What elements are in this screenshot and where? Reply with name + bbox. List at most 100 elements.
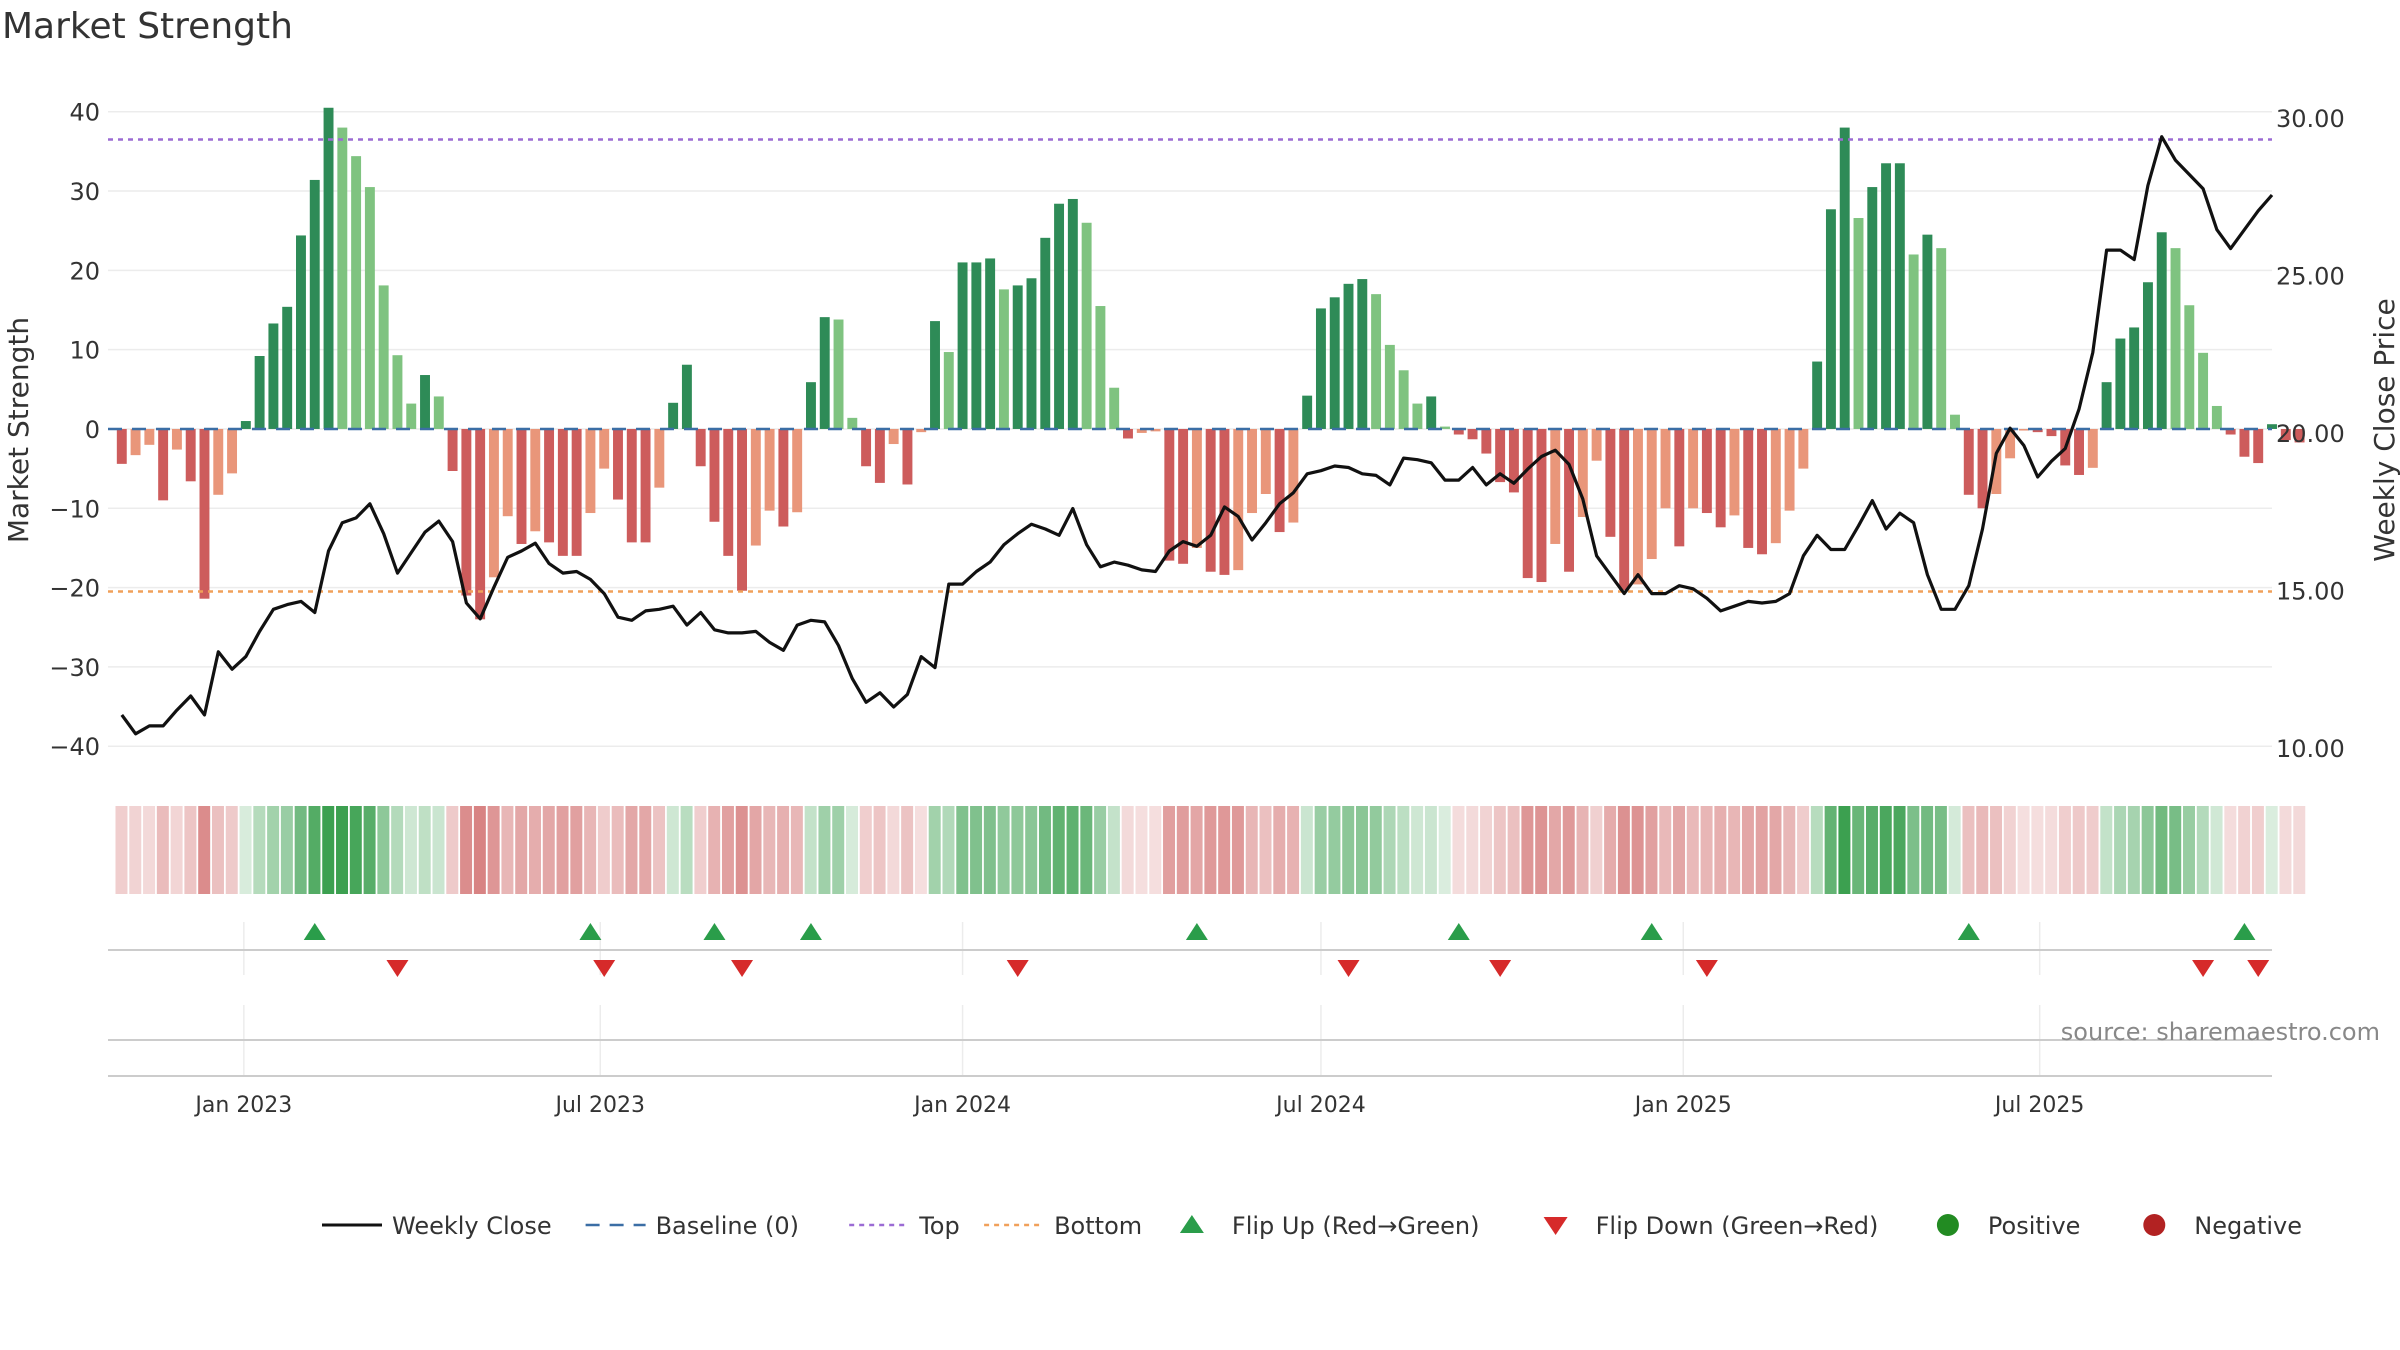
y-tick-label: 40 — [69, 99, 100, 127]
y-tick-label: 20 — [69, 257, 100, 285]
ribbon-cell — [625, 806, 638, 894]
strength-bar — [1067, 198, 1078, 429]
strength-bar — [1853, 218, 1864, 429]
strength-bar — [475, 428, 486, 620]
legend-label: Negative — [2194, 1212, 2302, 1240]
ribbon-cell — [322, 806, 335, 894]
ribbon-cell — [2031, 806, 2044, 894]
strength-bar — [1674, 428, 1685, 547]
ribbon-cell — [1535, 806, 1548, 894]
strength-bar — [1467, 428, 1478, 440]
strength-bar — [874, 428, 885, 483]
ribbon-cell — [653, 806, 666, 894]
legend-label: Baseline (0) — [656, 1212, 799, 1240]
strength-bar — [668, 402, 679, 429]
strength-bar — [1081, 222, 1092, 429]
strength-bar — [158, 428, 169, 501]
ribbon-cell — [1273, 806, 1286, 894]
strength-bar — [805, 382, 816, 429]
strength-bar — [1150, 428, 1161, 432]
ribbon-cell — [1397, 806, 1410, 894]
ribbon-cell — [211, 806, 224, 894]
strength-bar — [833, 319, 844, 429]
strength-bar — [1591, 428, 1602, 461]
ribbon-cell — [639, 806, 652, 894]
strength-bar — [323, 107, 334, 429]
strength-bar — [1481, 428, 1492, 454]
strength-bar — [1812, 361, 1823, 429]
strength-bar — [1729, 428, 1740, 516]
strength-bar — [1715, 428, 1726, 528]
strength-bar — [1205, 428, 1216, 572]
weekly-close-line — [120, 135, 2274, 736]
ribbon-cell — [1521, 806, 1534, 894]
ribbon-cell — [1590, 806, 1603, 894]
strength-bar — [654, 428, 665, 488]
ribbon-cell — [818, 806, 831, 894]
strength-bar — [1577, 428, 1588, 517]
ribbon-cell — [1907, 806, 1920, 894]
strength-bar — [1605, 428, 1616, 537]
flip-down-marker — [2192, 960, 2215, 977]
ribbon-cell — [832, 806, 845, 894]
ribbon-cell — [1728, 806, 1741, 894]
ribbon-cell — [1493, 806, 1506, 894]
ribbon-cell — [680, 806, 693, 894]
strength-bar — [1054, 203, 1065, 429]
ribbon-cell — [763, 806, 776, 894]
strength-bar — [2294, 428, 2305, 443]
strength-bar — [1384, 344, 1395, 429]
ribbon-cell — [1741, 806, 1754, 894]
flip-down-marker — [1006, 960, 1029, 977]
strength-bar — [778, 428, 789, 527]
flip-down-marker — [386, 960, 409, 977]
strength-bar — [888, 428, 899, 445]
strength-bar — [902, 428, 913, 485]
strength-bar — [2032, 428, 2043, 433]
ribbon-cell — [528, 806, 541, 894]
ribbon-cell — [1659, 806, 1672, 894]
strength-bar — [2198, 352, 2209, 429]
strength-bar — [585, 428, 596, 514]
flip-up-marker — [703, 923, 726, 940]
strength-bar — [985, 258, 996, 429]
strength-bar — [792, 428, 803, 513]
ribbon-cell — [2114, 806, 2127, 894]
strength-bar — [1646, 428, 1657, 560]
strength-bar — [227, 428, 238, 474]
strength-bar — [971, 262, 982, 429]
ribbon-cell — [1810, 806, 1823, 894]
y2-tick-label: 15.00 — [2276, 577, 2345, 605]
strength-bar — [2142, 282, 2153, 429]
y-tick-label: 0 — [85, 416, 100, 444]
ribbon-cell — [1300, 806, 1313, 894]
ribbon-cell — [584, 806, 597, 894]
strength-bar — [364, 187, 375, 429]
ribbon-cell — [2072, 806, 2085, 894]
ribbon-cell — [349, 806, 362, 894]
flip-up-marker — [303, 923, 326, 940]
ribbon-cell — [1976, 806, 1989, 894]
strength-bar — [1936, 248, 1947, 429]
ribbon-cell — [887, 806, 900, 894]
strength-bar — [916, 428, 927, 433]
strength-bar — [488, 428, 499, 578]
ribbon-cell — [1094, 806, 1107, 894]
ribbon-cell — [1411, 806, 1424, 894]
chart-title: Market Strength — [2, 6, 293, 47]
ribbon-cell — [1990, 806, 2003, 894]
strength-bar — [1329, 297, 1340, 429]
y2-axis-label: Weekly Close Price — [2368, 298, 2400, 561]
flip-up-marker — [1185, 923, 1208, 940]
ribbon-cell — [515, 806, 528, 894]
ribbon-cell — [1948, 806, 1961, 894]
strength-bar — [171, 428, 182, 450]
ribbon-cell — [1576, 806, 1589, 894]
ribbon-cell — [2086, 806, 2099, 894]
ribbon-cell — [253, 806, 266, 894]
strength-bar — [130, 428, 141, 456]
strength-bar — [640, 428, 651, 543]
strength-bar — [1012, 285, 1023, 429]
strength-bar — [461, 428, 472, 596]
ribbon-cell — [1921, 806, 1934, 894]
